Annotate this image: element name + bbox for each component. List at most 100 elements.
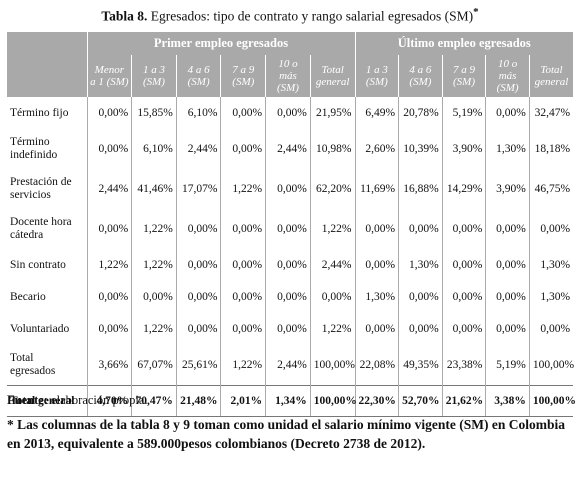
column-header: 10 o más (SM) xyxy=(485,55,530,97)
cell: 1,30% xyxy=(528,281,574,313)
cell: 0,00% xyxy=(86,97,132,129)
cell: 5,19% xyxy=(441,97,486,129)
cell: 0,00% xyxy=(175,281,221,313)
table-row: Término indefinido 0,00% 6,10% 2,44% 0,00% 2,… xyxy=(7,129,574,169)
cell: 32,47% xyxy=(528,97,574,129)
source-text: elaboración propia. xyxy=(51,393,148,407)
cell: 25,61% xyxy=(175,345,221,386)
cell: 0,00% xyxy=(265,281,311,313)
cell: 0,00% xyxy=(485,249,530,281)
cell: 5,19% xyxy=(485,345,530,386)
table-row: Total general 4,70% 70,47% 21,48% 2,01% 1,34%… xyxy=(7,385,576,417)
cell: 0,00% xyxy=(220,129,266,169)
cell: 0,00% xyxy=(441,313,486,345)
cell: 1,22% xyxy=(131,209,177,249)
cell: 3,90% xyxy=(485,169,530,209)
cell: 11,69% xyxy=(354,169,399,209)
row-label: Becario xyxy=(10,290,46,303)
cell: 0,00% xyxy=(485,97,530,129)
cell: 0,00% xyxy=(86,281,132,313)
cell: 16,88% xyxy=(398,169,443,209)
cell: 0,00% xyxy=(528,313,574,345)
cell: 2,44% xyxy=(175,129,221,169)
cell: 2,60% xyxy=(354,129,399,169)
table-row: Voluntariado 0,00% 1,22% 0,00% 0,00% 0,00% 1,2… xyxy=(7,313,574,345)
cell: 17,07% xyxy=(175,169,221,209)
cell: 0,00% xyxy=(131,281,177,313)
row-label: Voluntariado xyxy=(10,322,70,335)
cell: 1,22% xyxy=(131,249,177,281)
cell: 100,00% xyxy=(528,385,576,417)
column-header: Total general xyxy=(528,55,574,97)
cell: 23,38% xyxy=(441,345,486,386)
cell: 3,90% xyxy=(441,129,486,169)
cell: 0,00% xyxy=(398,281,443,313)
cell: 6,49% xyxy=(354,97,399,129)
cell: 1,30% xyxy=(485,129,530,169)
cell: 0,00% xyxy=(398,209,443,249)
cell: 100,00% xyxy=(528,345,574,386)
table-row: Total egresados 3,66% 67,07% 25,61% 1,22% 2,4… xyxy=(7,345,574,386)
cell: 1,22% xyxy=(86,249,132,281)
cell: 0,00% xyxy=(265,97,311,129)
table-row: Sin contrato 1,22% 1,22% 0,00% 0,00% 0,00% 2,4… xyxy=(7,249,574,281)
row-label: Total general xyxy=(7,385,87,417)
cell: 0,00% xyxy=(86,313,132,345)
column-header: 4 a 6 (SM) xyxy=(175,55,221,97)
cell: 6,10% xyxy=(131,129,177,169)
cell: 22,30% xyxy=(354,385,399,417)
group-header: Último empleo egresados xyxy=(354,32,574,55)
table-row: Término fijo 0,00% 15,85% 6,10% 0,00% 0,00% 21… xyxy=(7,97,574,129)
cell: 100,00% xyxy=(309,345,356,386)
group-header: Primer empleo egresados xyxy=(86,32,356,55)
cell: 52,70% xyxy=(398,385,443,417)
cell: 1,22% xyxy=(131,313,177,345)
cell: 1,22% xyxy=(309,313,356,345)
cell: 2,44% xyxy=(86,169,132,209)
column-header: 1 a 3 (SM) xyxy=(354,55,399,97)
cell: 0,00% xyxy=(265,249,311,281)
cell: 70,47% xyxy=(131,385,177,417)
cell: 20,78% xyxy=(398,97,443,129)
cell: 2,44% xyxy=(265,129,311,169)
corner xyxy=(7,32,87,97)
cell: 0,00% xyxy=(528,209,574,249)
cell: 0,00% xyxy=(441,249,486,281)
cell: 3,38% xyxy=(485,385,530,417)
cell: 0,00% xyxy=(354,313,399,345)
cell: 49,35% xyxy=(398,345,443,386)
table-row: Docente hora cátedra 0,00% 1,22% 0,00% 0,00%… xyxy=(7,209,574,249)
cell: 0,00% xyxy=(485,313,530,345)
cell: 6,10% xyxy=(175,97,221,129)
cell: 0,00% xyxy=(175,313,221,345)
column-header: 7 a 9 (SM) xyxy=(441,55,486,97)
cell: 0,00% xyxy=(175,209,221,249)
cell: 2,01% xyxy=(220,385,266,417)
cell: 0,00% xyxy=(220,313,266,345)
title-text: Egresados: tipo de contrato y rango sala… xyxy=(150,8,474,24)
row-label: Término fijo xyxy=(10,106,69,119)
cell: 0,00% xyxy=(354,249,399,281)
row-label: Término indefinido xyxy=(10,136,58,161)
cell: 10,98% xyxy=(309,129,356,169)
table-row: Becario 0,00% 0,00% 0,00% 0,00% 0,00% 0,00% 1,3… xyxy=(7,281,574,313)
cell: 21,95% xyxy=(309,97,356,129)
source-label: Fuente: xyxy=(7,393,48,407)
footnote: * Las columnas de la tabla 8 y 9 toman c… xyxy=(7,417,566,451)
title-label: Tabla 8. xyxy=(101,8,148,24)
column-header: 1 a 3 (SM) xyxy=(131,55,177,97)
cell: 3,66% xyxy=(86,345,132,386)
row-label: Docente hora cátedra xyxy=(10,216,72,241)
cell: 0,00% xyxy=(485,209,530,249)
cell: 0,00% xyxy=(86,129,132,169)
subheader-row: Menor a 1 (SM) 1 a 3 (SM) 4 a 6 (SM) 7 a 9 … xyxy=(7,55,574,97)
cell: 0,00% xyxy=(265,209,311,249)
row-label: Prestación de servicios xyxy=(10,176,72,201)
row-label: Total egresados xyxy=(10,352,56,377)
cell: 1,22% xyxy=(309,209,356,249)
column-header: Total general xyxy=(309,55,356,97)
cell: 0,00% xyxy=(441,209,486,249)
header-row: Primer empleo egresados Último empleo egr… xyxy=(7,32,574,97)
cell: 18,18% xyxy=(528,129,574,169)
